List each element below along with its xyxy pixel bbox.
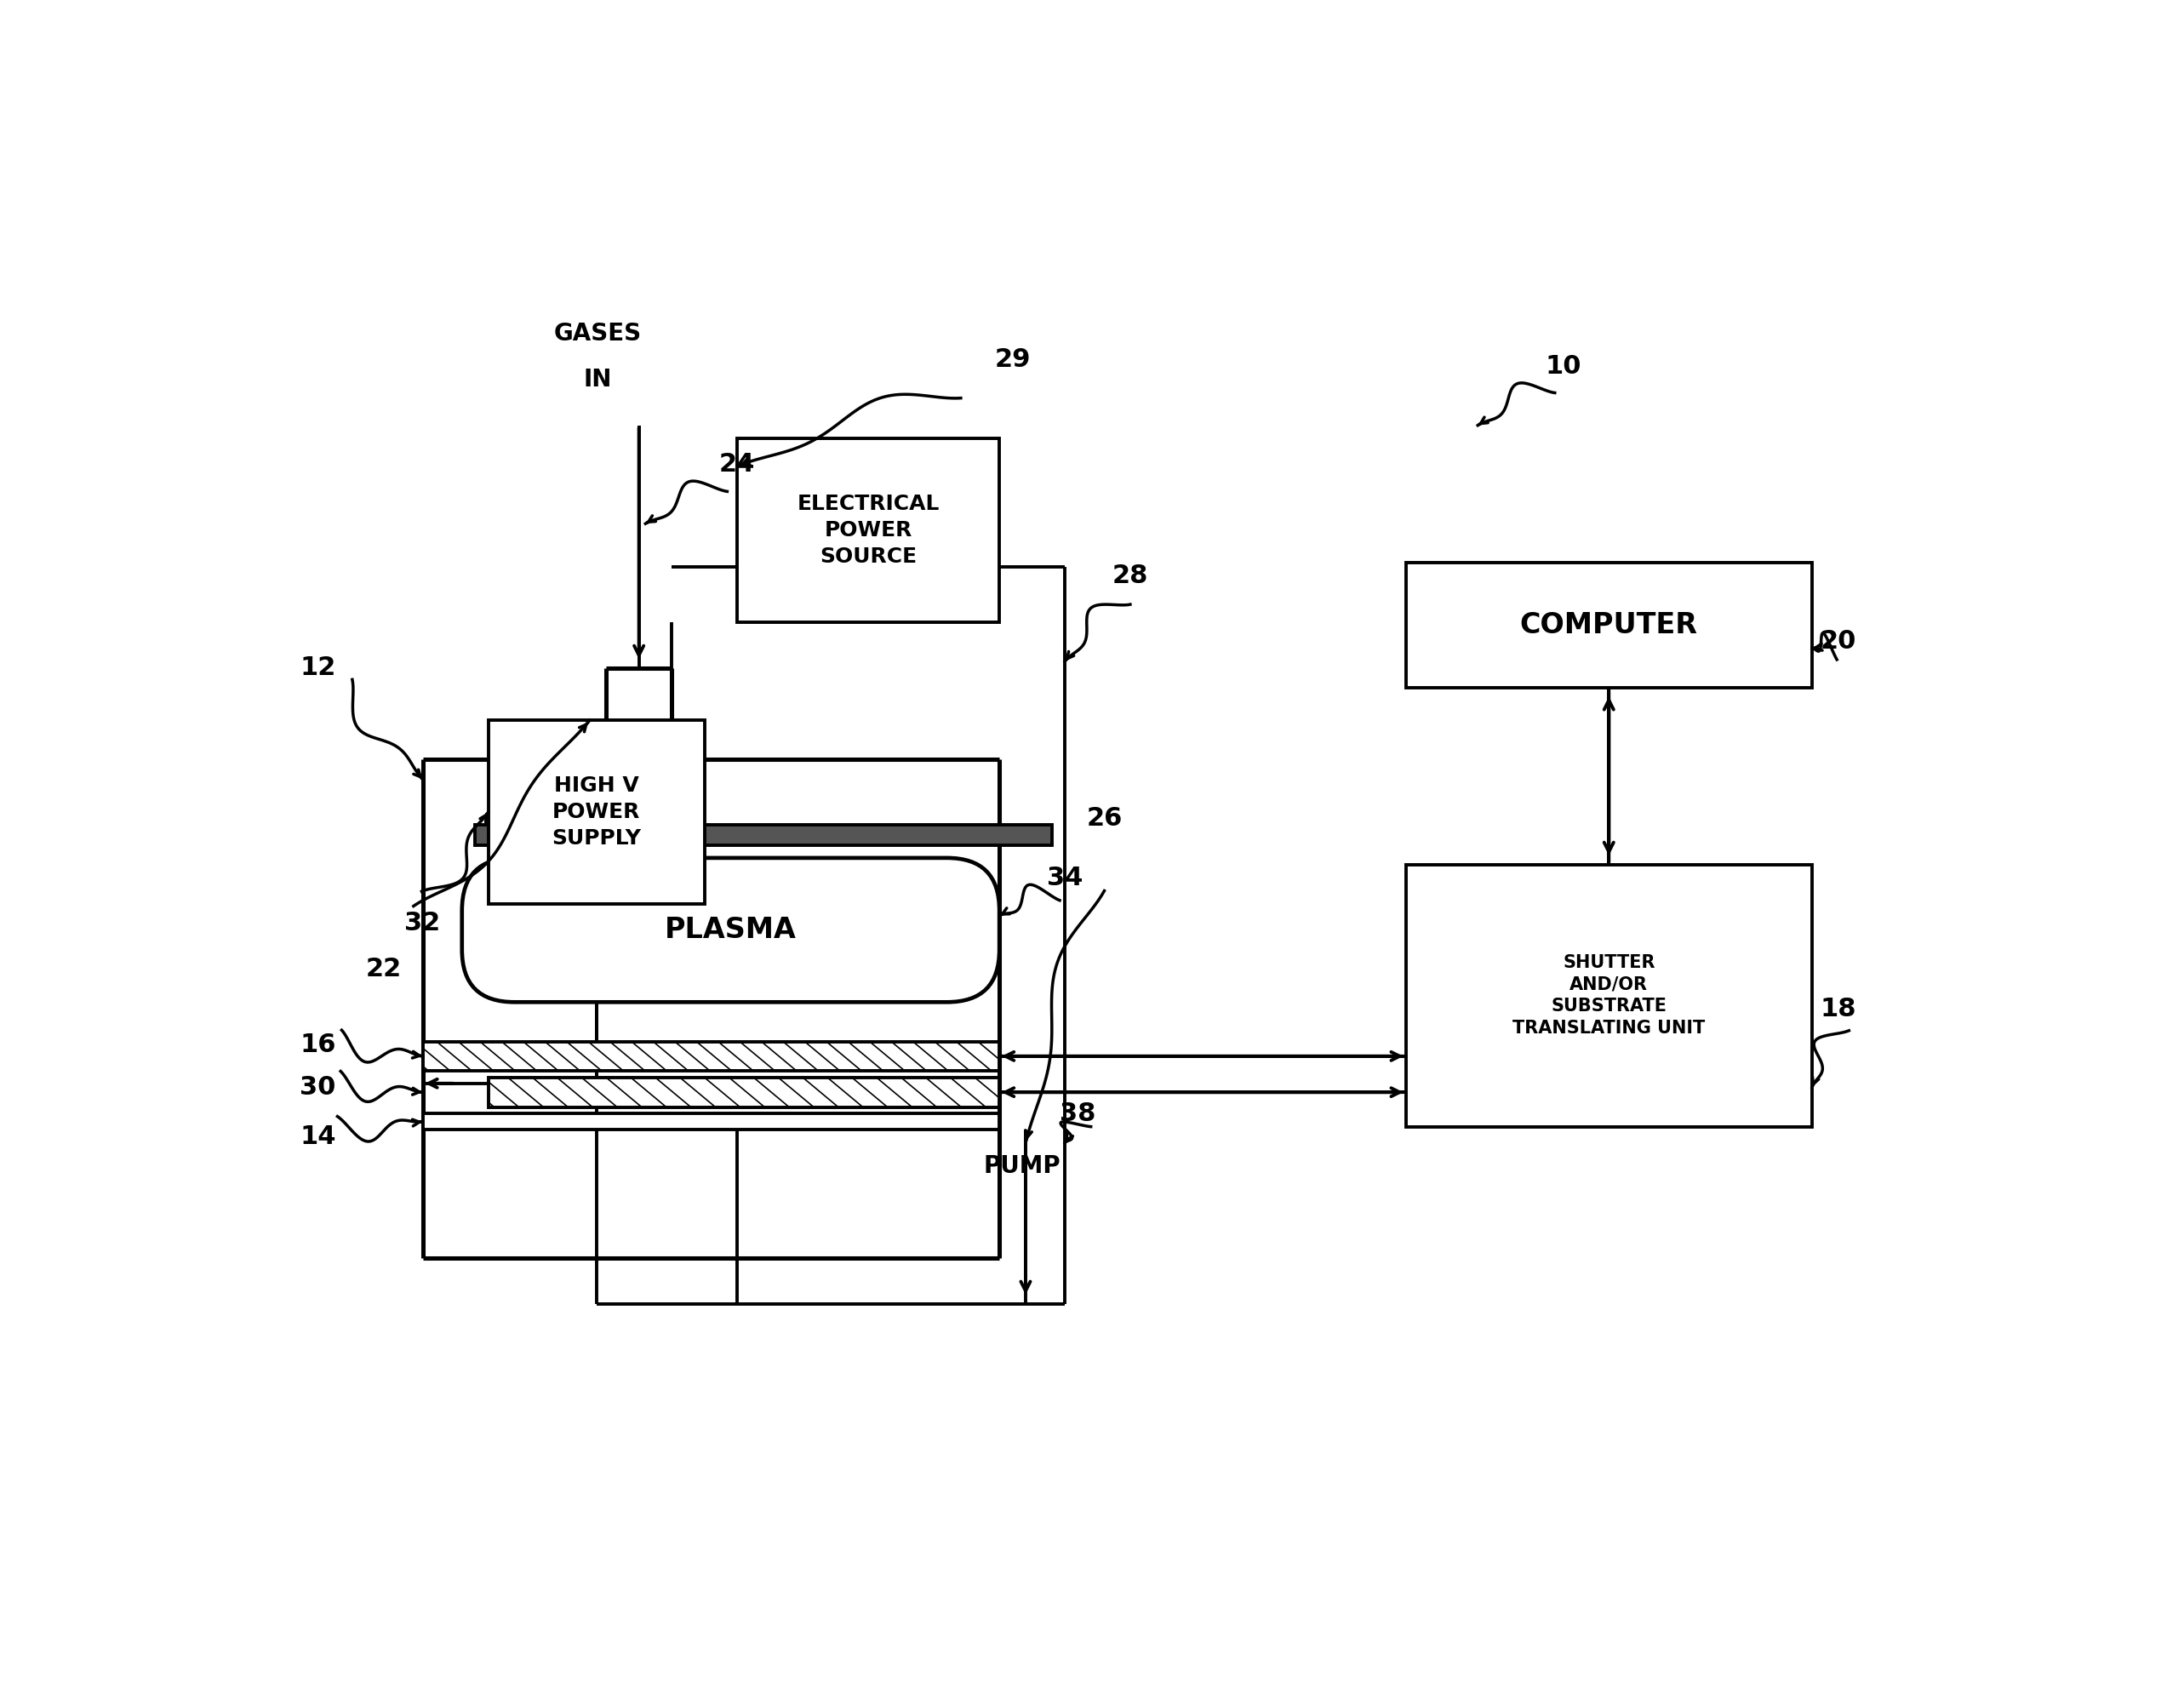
Bar (1406, 865, 1813, 1126)
Text: 22: 22 (365, 957, 402, 982)
Text: 29: 29 (994, 347, 1031, 372)
Text: 18: 18 (1819, 995, 1856, 1021)
Text: PUMP: PUMP (983, 1155, 1061, 1178)
Bar (424, 1114, 1000, 1129)
Text: 12: 12 (299, 655, 336, 681)
Bar (1406, 564, 1813, 687)
FancyBboxPatch shape (463, 858, 1000, 1002)
Text: 26: 26 (1085, 806, 1123, 831)
Text: ELECTRICAL
POWER
SOURCE: ELECTRICAL POWER SOURCE (797, 494, 939, 567)
Text: 38: 38 (1059, 1100, 1096, 1126)
Text: 16: 16 (299, 1033, 336, 1056)
Text: 24: 24 (719, 452, 756, 477)
Bar (476, 824, 1053, 845)
Text: 30: 30 (299, 1075, 336, 1100)
Text: GASES: GASES (555, 322, 642, 345)
Text: 34: 34 (1046, 865, 1083, 891)
Bar (738, 438, 1000, 621)
Text: SHUTTER
AND/OR
SUBSTRATE
TRANSLATING UNIT: SHUTTER AND/OR SUBSTRATE TRANSLATING UNI… (1514, 955, 1706, 1036)
Text: 32: 32 (404, 911, 441, 936)
Text: PLASMA: PLASMA (664, 916, 797, 945)
Text: IN: IN (583, 367, 612, 391)
Text: HIGH V
POWER
SUPPLY: HIGH V POWER SUPPLY (553, 775, 640, 848)
Text: 28: 28 (1112, 564, 1149, 589)
Bar (489, 720, 705, 904)
Bar (489, 1077, 1000, 1107)
Text: 10: 10 (1544, 354, 1581, 379)
Text: COMPUTER: COMPUTER (1520, 611, 1697, 640)
Bar (424, 1041, 1000, 1072)
Text: 20: 20 (1819, 630, 1856, 653)
Text: 14: 14 (299, 1124, 336, 1150)
